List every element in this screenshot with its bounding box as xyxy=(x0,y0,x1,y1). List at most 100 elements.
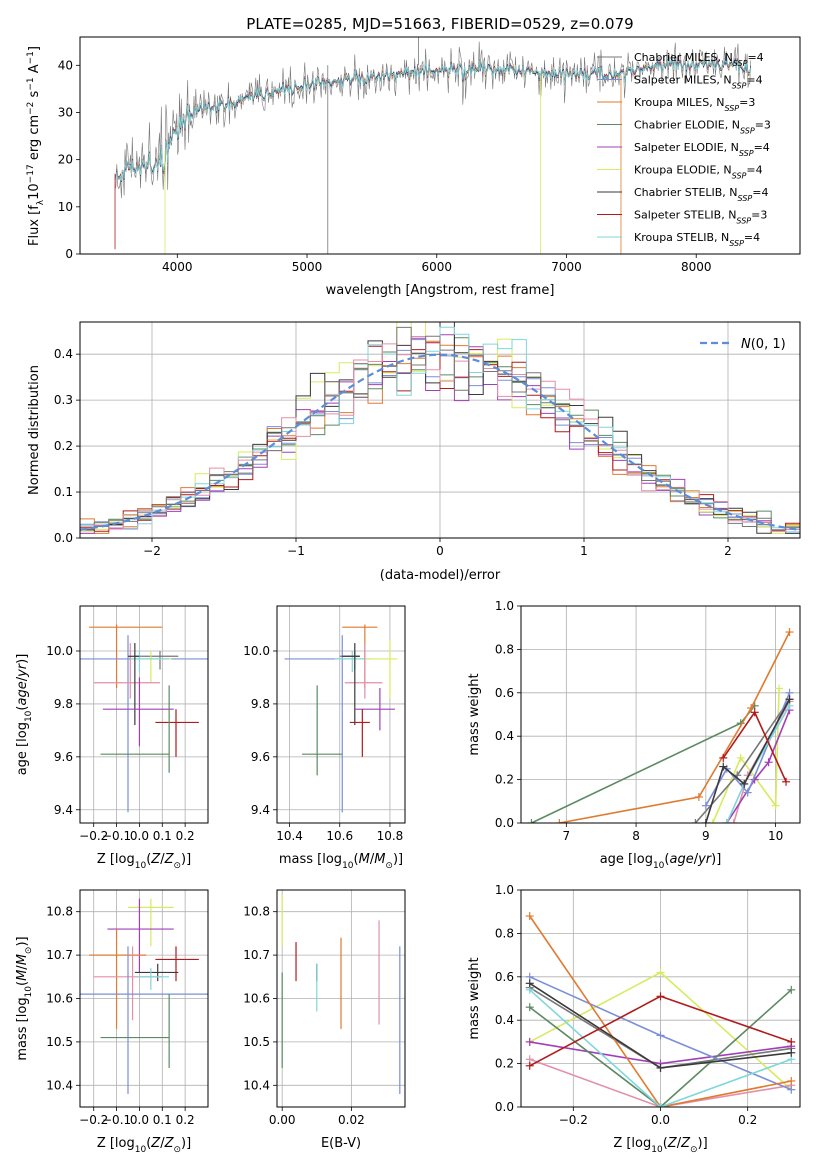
series-chabrier_stelib xyxy=(705,698,791,823)
errorbar-salpeter_stelib xyxy=(155,946,199,982)
legend-entry: Chabrier STELIB, NSSP=4 xyxy=(634,186,768,203)
x-axis-label: wavelength [Angstrom, rest frame] xyxy=(326,283,555,298)
y-tick-label: 10.4 xyxy=(46,1078,73,1092)
y-tick-label: 10.5 xyxy=(243,1035,270,1049)
legend-entry: Kroupa STELIB, NSSP=4 xyxy=(634,231,760,248)
y-tick-label: 10.5 xyxy=(46,1035,73,1049)
spectrum-kroupa_stelib xyxy=(114,58,752,181)
errorbars xyxy=(80,624,208,813)
y-tick-label: 10.8 xyxy=(243,905,270,919)
y-tick-label: 0.3 xyxy=(54,393,73,407)
legend-entry: Kroupa MILES, NSSP=3 xyxy=(634,96,755,113)
errorbar-salpeter_elodie xyxy=(354,688,395,731)
series-chabrier_elodie xyxy=(529,989,792,1107)
errorbar-chabrier_stelib xyxy=(134,963,179,982)
errorbar-kroupa_stelib xyxy=(334,650,365,673)
x-tick-label: 10.6 xyxy=(326,829,353,843)
y-tick-label: 1.0 xyxy=(495,883,514,897)
y-tick-label: 9.4 xyxy=(54,803,73,817)
legend-entry: Chabrier MILES, NSSP=4 xyxy=(634,51,764,68)
panel-spectrum: 4000 5000 6000 7000 8000 0 10 20 30 40 wavelength … xyxy=(26,36,801,298)
x-tick-label: −0.2 xyxy=(79,1113,108,1127)
x-tick-label: 6000 xyxy=(421,260,452,274)
axes-frame xyxy=(79,321,801,539)
x-tick-label: 0.2 xyxy=(176,829,195,843)
errorbar-salpeter_elodie xyxy=(107,898,174,973)
errorbar-extra_pink xyxy=(93,643,160,699)
x-tick-label: 0.0 xyxy=(130,1113,149,1127)
y-tick-label: 0.4 xyxy=(495,1013,514,1027)
x-tick-label: 0.0 xyxy=(130,829,149,843)
y-tick-label: 10.7 xyxy=(46,948,73,962)
y-tick-label: 10.6 xyxy=(46,992,73,1006)
y-tick-label: 10.8 xyxy=(46,905,73,919)
x-tick-label: 4000 xyxy=(162,260,193,274)
y-axis-label: Flux [fλ10−17 erg cm−2 s−1 A−1] xyxy=(26,46,46,246)
histogram-chabrier_miles xyxy=(80,326,800,534)
errorbar-kroupa_elodie xyxy=(354,640,398,699)
y-tick-label: 40 xyxy=(58,58,73,72)
errorbar-chabrier_stelib xyxy=(128,643,140,726)
y-tick-label: 9.8 xyxy=(251,697,270,711)
errorbar-kroupa_stelib xyxy=(137,968,170,990)
x-axis-label: age [log10(age/yr)] xyxy=(600,852,722,871)
x-tick-label: 8000 xyxy=(681,260,712,274)
y-tick-label: 0.4 xyxy=(54,347,73,361)
errorbar-salpeter_stelib xyxy=(349,709,370,757)
errorbar-salpeter_stelib xyxy=(155,709,199,757)
y-tick-label: 9.4 xyxy=(251,803,270,817)
y-tick-label: 10 xyxy=(58,200,73,214)
x-tick-label: 0.2 xyxy=(176,1113,195,1127)
y-tick-label: 10.7 xyxy=(243,948,270,962)
x-tick-label: 5000 xyxy=(292,260,323,274)
y-tick-label: 1.0 xyxy=(495,599,514,613)
y-tick-label: 10.0 xyxy=(46,644,73,658)
errorbars xyxy=(281,894,401,1094)
errorbar-chabrier_elodie xyxy=(100,994,170,1068)
errorbar-chabrier_stelib xyxy=(342,643,360,726)
x-axis-label: Z [log10(Z/Z⊙)] xyxy=(613,1136,707,1155)
errorbar-kroupa_miles xyxy=(89,929,147,1029)
errorbar-chabrier_elodie xyxy=(302,685,343,776)
axes-frame xyxy=(79,605,209,824)
x-tick-label: 8 xyxy=(632,829,640,843)
y-tick-label: 9.6 xyxy=(251,750,270,764)
errorbar-chabrier_miles xyxy=(134,650,179,670)
y-tick-label: 0.4 xyxy=(495,729,514,743)
legend-entry: N(0, 1) xyxy=(741,337,786,352)
y-tick-label: 10.0 xyxy=(243,644,270,658)
y-tick-label: 0.0 xyxy=(54,531,73,545)
x-tick-label: 0 xyxy=(436,544,444,558)
series-kroupa_miles xyxy=(529,915,792,1107)
y-tick-label: 0.0 xyxy=(495,1100,514,1114)
gaussian-curve xyxy=(80,353,800,531)
axes-frame xyxy=(520,605,801,824)
y-tick-label: 9.8 xyxy=(54,697,73,711)
series-salpeter_elodie xyxy=(726,709,791,823)
axes-frame xyxy=(79,889,209,1108)
errorbar-kroupa_miles xyxy=(89,624,163,689)
x-tick-label: 7 xyxy=(563,829,571,843)
y-tick-label: 10.4 xyxy=(243,1078,270,1092)
errorbar-salpeter_miles xyxy=(284,635,370,813)
y-tick-label: 0.8 xyxy=(495,642,514,656)
legend-entry: Salpeter STELIB, NSSP=3 xyxy=(634,209,767,226)
panel-mass_vs_Z: −0.2−0.10.0 0.1 0.2 10.4 10.5 10.6 10.7 10.8 Z [… xyxy=(15,889,209,1155)
figure-title: PLATE=0285, MJD=51663, FIBERID=0529, z=0… xyxy=(246,15,633,33)
errorbars xyxy=(284,624,398,813)
series-extra_pink xyxy=(529,1058,792,1107)
errorbar-salpeter_miles xyxy=(80,946,208,1094)
spectrum-legend: Chabrier MILES, NSSP=4 Salpeter MILES, NS… xyxy=(597,51,771,248)
errorbar-kroupa_stelib xyxy=(130,650,170,673)
x-tick-label: −0.2 xyxy=(79,829,108,843)
x-tick-label: −1 xyxy=(287,544,305,558)
y-tick-label: 30 xyxy=(58,105,73,119)
x-tick-label: 10 xyxy=(768,829,783,843)
errorbar-kroupa_elodie xyxy=(128,898,174,947)
spectrum-lines xyxy=(114,37,752,254)
x-tick-label: 10.8 xyxy=(377,829,404,843)
panel-age_vs_mass: 10.4 10.6 10.8 9.4 9.6 9.8 10.0 mass [log10(M/M… xyxy=(243,605,406,871)
x-axis-label: Z [log10(Z/Z⊙)] xyxy=(97,1136,191,1155)
y-tick-label: 0.8 xyxy=(495,926,514,940)
